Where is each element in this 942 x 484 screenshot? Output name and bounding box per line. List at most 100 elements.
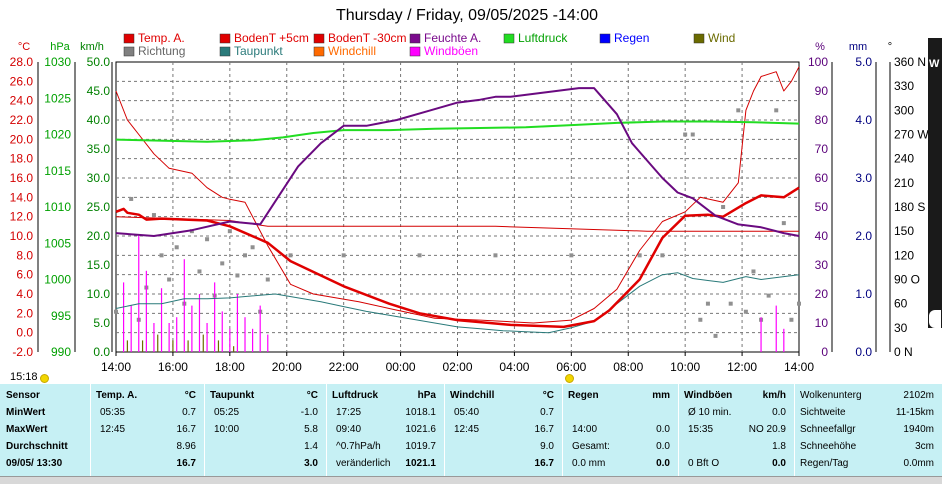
side-scroll-tab[interactable]: W [928, 38, 942, 328]
stats-row: Gesamt: 0.0 [562, 439, 678, 455]
stats-header-row: Windböen km/h [678, 388, 794, 404]
stats-cell-value: 3.0 [304, 458, 318, 469]
stats-cell-label: Durchschnitt [6, 441, 68, 452]
axis-tick-label: 70 [815, 142, 829, 156]
stats-row: 09:40 1021.6 [326, 422, 444, 438]
chart-title: Thursday / Friday, 09/05/2025 -14:00 [336, 7, 598, 24]
stats-row: Durchschnitt [0, 439, 90, 455]
stats-cell-label: 15:35 [688, 424, 714, 435]
column-separator [678, 384, 679, 476]
stats-cell-label: ^0.7hPa/h [336, 441, 381, 452]
richtung-point [683, 132, 688, 137]
axis-tick-label: 22.0 [10, 113, 34, 127]
stats-row: 16.7 [90, 456, 204, 472]
side-arrow-icon[interactable] [929, 310, 941, 328]
richtung-point [751, 269, 756, 274]
richtung-point [235, 273, 240, 278]
axis-tick-label: 40.0 [87, 113, 111, 127]
x-tick-label: 22:00 [329, 360, 359, 372]
stats-row: Sichtweite 11-15km [794, 405, 942, 421]
axis-tick-label: 20.0 [87, 229, 111, 243]
stats-header-row: Regen mm [562, 388, 678, 404]
axis-tick-label: 60 [894, 297, 908, 311]
legend-swatch [123, 33, 135, 44]
richtung-point [797, 301, 801, 306]
time-marker-dot-icon[interactable] [40, 374, 49, 383]
stats-cell-label: 09/05/ 13:30 [6, 458, 63, 469]
stats-cell-label: 05:40 [454, 407, 480, 418]
stats-header-label: Luftdruck [332, 390, 379, 401]
axis-tick-label: 100 [808, 55, 828, 69]
richtung-point [220, 261, 225, 266]
stats-header-label: Windchill [450, 390, 495, 401]
legend-label: Temp. A. [138, 31, 185, 45]
axis-unit-label: km/h [80, 41, 104, 53]
stats-cell-label: Schneehöhe [800, 441, 857, 452]
stats-column: Taupunkt °C 05:25 -1.0 10:00 5.8 1.4 3.0 [204, 384, 326, 476]
stats-header-label: Windböen [684, 390, 733, 401]
richtung-point [174, 245, 179, 250]
stats-header-label: Temp. A. [96, 390, 138, 401]
axis-tick-label: 1020 [44, 128, 71, 142]
richtung-point [288, 253, 293, 258]
stats-cell-value: 5.8 [304, 424, 318, 435]
axis-tick-label: 0.0 [93, 345, 110, 359]
richtung-point [713, 333, 718, 338]
richtung-point [781, 221, 786, 226]
stats-row: veränderlich 1021.1 [326, 456, 444, 472]
stats-cell-value: 16.7 [534, 458, 554, 469]
luftdruck-line [115, 120, 800, 143]
x-tick-label: 08:00 [613, 360, 643, 372]
stats-cell-value: 1021.1 [405, 458, 436, 469]
stats-cell-value: 0.0 [656, 441, 670, 452]
axis-tick-label: 25.0 [87, 200, 111, 214]
current-time: 15:18 [10, 371, 38, 383]
axis-tick-label: 45.0 [87, 84, 111, 98]
stats-row: 12:45 16.7 [444, 422, 562, 438]
axis-tick-label: 150 [894, 224, 914, 238]
legend-swatch [409, 46, 421, 57]
x-tick-label: 16:00 [158, 360, 188, 372]
richtung-point [417, 253, 422, 258]
axis-tick-label: 20 [815, 287, 829, 301]
stats-row: 9.0 [444, 439, 562, 455]
stats-header-unit: °C [184, 390, 196, 401]
column-separator [794, 384, 795, 476]
legend-swatch [313, 46, 325, 57]
chart-axes: °C 28.0 26.0 24.0 22.0 20.0 18.0 16.0 14.0 12.0 10… [10, 41, 930, 372]
richtung-point [227, 229, 232, 234]
stats-cell-value: 1.8 [772, 441, 786, 452]
chart-legend: Temp. A. BodenT +5cm BodenT -30cm Feuchte A… [123, 31, 735, 58]
stats-cell-value: 3cm [915, 441, 934, 452]
stats-row: 0 Bft O 0.0 [678, 456, 794, 472]
richtung-point [167, 277, 172, 282]
taupunkt-line [115, 272, 800, 334]
axis-tick-label: 270 W [894, 128, 929, 142]
time-marker-dot-icon[interactable] [565, 374, 574, 383]
richtung-point [637, 253, 642, 258]
legend-swatch [123, 46, 135, 57]
axis-tick-label: 6.0 [16, 268, 33, 282]
stats-header-row: Temp. A. °C [90, 388, 204, 404]
richtung-point [129, 196, 134, 201]
legend-swatch [693, 33, 705, 44]
stats-cell-label: 05:25 [214, 407, 240, 418]
stats-header-row: Luftdruck hPa [326, 388, 444, 404]
stats-row: 17:25 1018.1 [326, 405, 444, 421]
richtung-point [705, 301, 710, 306]
richtung-point [151, 213, 156, 218]
stats-cell-value: 11-15km [895, 407, 934, 418]
axis-tick-label: 30 [894, 321, 908, 335]
axis-tick-label: 0 [821, 345, 828, 359]
stats-row: 1.4 [204, 439, 326, 455]
axis-tick-label: 0.0 [16, 326, 33, 340]
axis-tick-label: 10.0 [10, 229, 34, 243]
axis-tick-label: 1025 [44, 91, 71, 105]
x-tick-label: 18:00 [215, 360, 245, 372]
richtung-point [250, 245, 255, 250]
richtung-point [265, 277, 270, 282]
stats-cell-value: 1940m [903, 424, 934, 435]
stats-row: 10:00 5.8 [204, 422, 326, 438]
axis-tick-label: 120 [894, 248, 914, 262]
axis-unit-label: °C [18, 41, 30, 53]
